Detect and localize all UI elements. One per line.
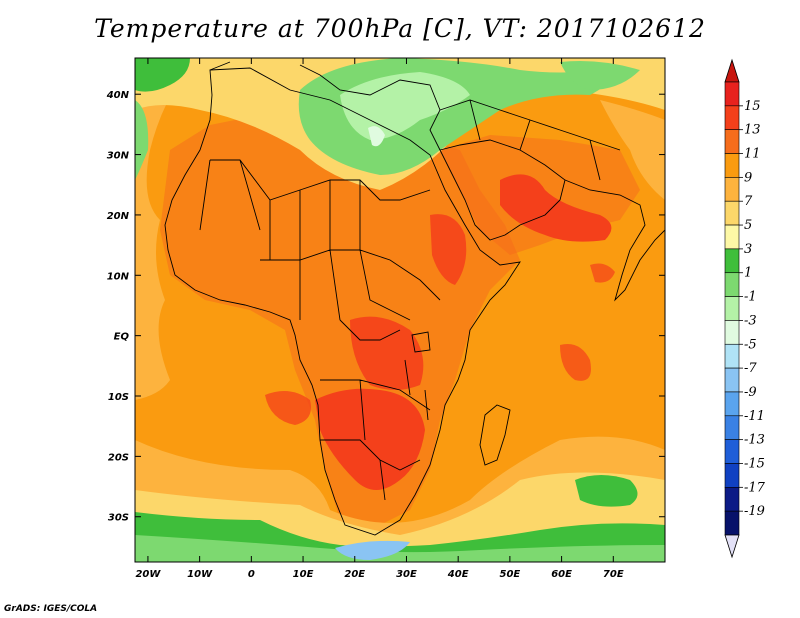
- south-cape-blue-patch: [335, 540, 410, 560]
- colorbar-swatch: [724, 272, 740, 297]
- colorbar-label: -15: [744, 456, 765, 471]
- latitude-labels: 40N 30N 20N 10N EQ 10S 20S 30S: [106, 90, 130, 524]
- asia-coastline: [564, 179, 665, 302]
- angola-hotspot: [265, 391, 311, 425]
- colorbar-top-arrow: [724, 58, 740, 83]
- northwest-green-patch: [135, 58, 190, 92]
- colorbar-label: 15: [744, 99, 761, 114]
- lon-label: 60E: [551, 569, 572, 580]
- central-africa-hotspot: [350, 316, 424, 390]
- colorbar-label: -11: [744, 409, 765, 424]
- colorbar-swatch: [724, 177, 740, 202]
- southern-borders: [320, 379, 431, 501]
- lake-tanganyika: [404, 359, 411, 396]
- colorbar-swatch: [724, 510, 740, 536]
- colorbar-label: 1: [744, 266, 752, 281]
- colorbar-label: -13: [744, 433, 765, 448]
- colorbar-label: 13: [744, 123, 761, 138]
- lon-label: 70E: [603, 569, 624, 580]
- colorbar-swatch: [724, 439, 740, 464]
- colorbar-swatch: [724, 224, 740, 250]
- colorbar-bottom-arrow: [724, 534, 740, 559]
- west-atlantic-green-patch: [135, 100, 149, 180]
- colorbar-swatch: [724, 129, 740, 154]
- lon-label: 30E: [396, 569, 417, 580]
- lat-label: 10S: [108, 392, 129, 403]
- colorbar-swatch: [724, 153, 740, 178]
- india-hotspot: [590, 263, 615, 283]
- colorbar-label: -5: [744, 337, 757, 352]
- caspian-green-patch: [560, 61, 640, 90]
- map-title: Temperature at 700hPa [C], VT: 201710261…: [94, 14, 706, 43]
- africa-coastline: [164, 67, 521, 536]
- southern-africa-hotspot: [315, 388, 425, 490]
- longitude-labels: 20W 10W 0 10E 20E 30E 40E 50E 60E 70E: [135, 569, 623, 580]
- colorbar-label: 9: [744, 170, 752, 185]
- colorbar-swatch: [724, 415, 740, 440]
- colorbar-label: -3: [744, 313, 757, 328]
- temperature-field: [135, 58, 665, 562]
- map-frame: [134, 57, 666, 563]
- colorbar-swatch: [724, 248, 740, 274]
- madagascar-coastline: [479, 404, 511, 466]
- grads-credit: GrADS: IGES/COLA: [4, 604, 98, 614]
- lon-label: 10W: [187, 569, 213, 580]
- coastlines-borders: [164, 61, 665, 536]
- colorbar-label: -9: [744, 385, 757, 400]
- lat-label: 30S: [108, 513, 129, 524]
- lon-label: 0: [248, 569, 255, 580]
- colorbar-label: -7: [744, 361, 757, 376]
- colorbar-label: -19: [744, 504, 765, 519]
- colorbar-label: 7: [744, 194, 753, 209]
- east-africa-hotspot: [430, 214, 467, 285]
- colorbar-swatch: [724, 367, 740, 393]
- colorbar-label: 3: [744, 242, 752, 257]
- colorbar: 15 13 11 9 7 5 3 1 -1 -3 -5 -7 -9 -11 -13 -15 -17 -19: [724, 58, 766, 559]
- colorbar-swatch: [724, 391, 740, 417]
- northeast-light-band: [600, 100, 665, 200]
- middle-east-borders: [439, 99, 621, 181]
- mediterranean-north-coast: [209, 61, 441, 151]
- colorbar-swatch: [724, 105, 740, 130]
- colorbar-swatch: [724, 81, 740, 107]
- colorbar-label: 5: [744, 218, 752, 233]
- colorbar-swatch: [724, 320, 740, 345]
- colorbar-swatch: [724, 487, 740, 512]
- arabian-sea-hotspot: [560, 344, 591, 381]
- colorbar-label: -1: [744, 290, 757, 305]
- lat-label: 20N: [107, 211, 130, 222]
- lat-label: 40N: [106, 90, 130, 101]
- lat-label: 10N: [107, 271, 130, 282]
- colorbar-swatch: [724, 200, 740, 226]
- colorbar-swatch: [724, 296, 740, 321]
- lake-victoria: [411, 331, 431, 353]
- lon-label: 20E: [344, 569, 365, 580]
- africa-land-field: [160, 115, 520, 530]
- mediterranean-pale-spot: [368, 126, 385, 147]
- mediterranean-light-green-core: [340, 72, 470, 140]
- lon-label: 10E: [293, 569, 314, 580]
- arabia-coastline: [439, 139, 566, 241]
- lat-label: 30N: [107, 151, 130, 162]
- lat-label: EQ: [114, 332, 130, 343]
- colorbar-swatch: [724, 463, 740, 488]
- central-borders: [260, 249, 441, 341]
- sahara-borders: [199, 159, 431, 260]
- bay-of-bengal-light-band: [640, 58, 665, 110]
- arabia-hotspot: [500, 174, 612, 242]
- lat-label: 20S: [108, 452, 129, 463]
- lake-malawi: [424, 389, 429, 421]
- colorbar-label: 11: [744, 147, 761, 162]
- lon-label: 40E: [447, 569, 469, 580]
- axis-ticks: [135, 58, 665, 562]
- colorbar-swatch: [724, 343, 740, 369]
- lon-label: 20W: [135, 569, 161, 580]
- southern-ocean-light-green-band: [135, 535, 665, 562]
- madagascar-east-green-patch: [575, 475, 638, 507]
- colorbar-label: -17: [744, 480, 766, 495]
- lon-label: 50E: [500, 569, 521, 580]
